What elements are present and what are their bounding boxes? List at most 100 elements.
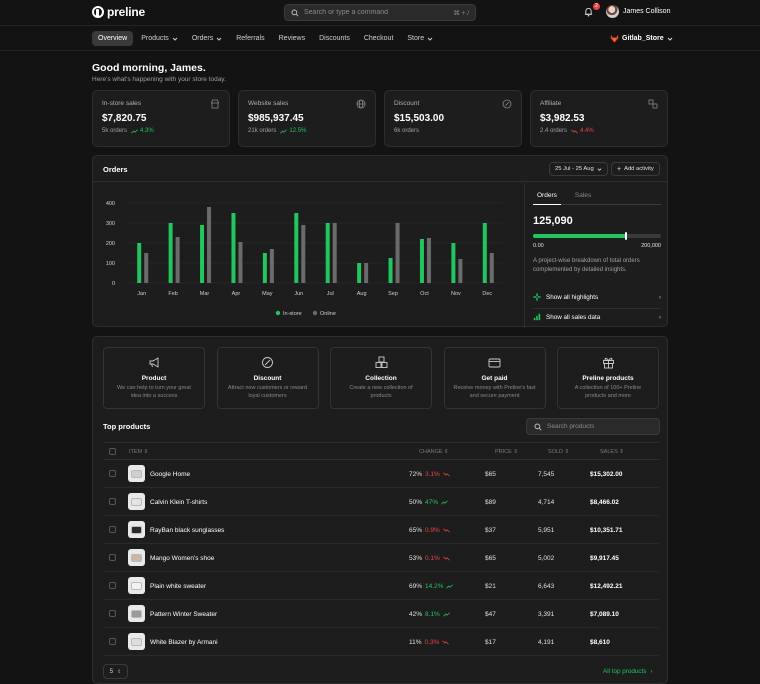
bar-online-sep (395, 223, 400, 283)
collection-icon (331, 356, 431, 371)
product-name[interactable]: RayBan black sunglasses (150, 527, 225, 534)
orders-header: Orders 25 Jul - 25 Aug + Add activity (93, 156, 667, 182)
date-range-button[interactable]: 25 Jul - 25 Aug (549, 162, 608, 176)
row-checkbox[interactable] (109, 498, 116, 505)
nav-item-reviews[interactable]: Reviews (273, 31, 311, 46)
tab-orders[interactable]: Orders (533, 188, 561, 205)
add-activity-button[interactable]: + Add activity (611, 162, 660, 176)
select-all-checkbox[interactable] (109, 448, 116, 455)
user-menu[interactable]: James Collison (606, 5, 670, 18)
table-row[interactable]: Pattern Winter Sweater 42% 8.1% $47 3,391 $7,… (103, 600, 659, 628)
table-header: ITEM ⇕ CHANGE ⇕ PRICE ⇕ SOLD ⇕ SALES ⇕ (103, 442, 659, 460)
product-change: 53% 0.1% (409, 555, 450, 562)
column-price[interactable]: PRICE ⇕ (495, 449, 518, 455)
product-sales: $9,917.45 (590, 555, 619, 562)
bell-icon[interactable] (584, 7, 593, 17)
nav-item-discounts[interactable]: Discounts (313, 31, 356, 46)
row-checkbox[interactable] (109, 554, 116, 561)
discount-icon (218, 356, 318, 371)
quick-action-title: Get paid (481, 375, 508, 382)
trend-up-icon (443, 612, 450, 617)
product-name[interactable]: Pattern Winter Sweater (150, 611, 218, 618)
all-top-products-link[interactable]: All top products › (603, 668, 653, 675)
stat-change-value: 4.3% (140, 128, 154, 134)
add-activity-label: Add activity (624, 166, 654, 172)
nav-item-store[interactable]: Store (401, 31, 439, 46)
product-sold: 5,951 (538, 527, 555, 534)
table-row[interactable]: White Blazer by Armani 11% 0.3% $17 4,191 $8,… (103, 628, 659, 656)
row-checkbox[interactable] (109, 638, 116, 645)
top-bar: preline ⌘ + / 2 James Collison (0, 0, 760, 26)
card-icon (445, 356, 545, 371)
product-sold: 5,002 (538, 555, 555, 562)
change-delta: 3.1% (425, 471, 440, 478)
quick-action-discount[interactable]: Discount Attract new customers or reward … (216, 347, 319, 409)
change-delta: 8.1% (425, 611, 440, 618)
table-row[interactable]: Google Home 72% 3.1% $65 7,545 $15,302.00 (103, 460, 659, 488)
column-change[interactable]: CHANGE ⇕ (419, 449, 449, 455)
nav-item-overview[interactable]: Overview (92, 31, 134, 46)
product-name[interactable]: Mango Women's shoe (150, 555, 215, 562)
bar-in-store-mar (200, 225, 205, 283)
table-row[interactable]: Mango Women's shoe 53% 0.1% $65 5,002 $9,917.… (103, 544, 659, 572)
row-checkbox[interactable] (109, 526, 116, 533)
product-thumbnail (128, 577, 145, 594)
stat-orders: 2.4 orders (540, 128, 568, 134)
bar-online-jun (301, 225, 306, 283)
gift-icon (558, 356, 658, 371)
product-image (131, 526, 142, 534)
chevron-down-icon (597, 167, 602, 171)
trend-up-icon (131, 128, 138, 134)
chevron-down-icon (216, 37, 222, 41)
quick-action-preline-products[interactable]: Preline products A collection of 100+ Pre… (557, 347, 659, 409)
nav-item-referrals[interactable]: Referrals (230, 31, 270, 46)
product-thumbnail (128, 605, 145, 622)
row-checkbox[interactable] (109, 470, 116, 477)
nav-item-orders[interactable]: Orders (186, 31, 228, 46)
product-search-input[interactable] (547, 423, 652, 430)
product-search[interactable] (526, 418, 660, 435)
bar-in-store-nov (451, 243, 456, 283)
table-row[interactable]: Plain white sweater 69% 14.2% $21 6,643 $12,4… (103, 572, 659, 600)
show-sales-data-link[interactable]: Show all sales data › (533, 310, 661, 324)
product-name[interactable]: White Blazer by Armani (150, 639, 218, 646)
nav-item-checkout[interactable]: Checkout (358, 31, 400, 46)
quick-action-desc: A collection of 100+ Preline products an… (574, 385, 642, 399)
product-name[interactable]: Plain white sweater (150, 583, 206, 590)
stat-label: Website sales (248, 100, 289, 107)
command-search[interactable]: ⌘ + / (284, 4, 476, 21)
column-sales[interactable]: SALES ⇕ (600, 449, 624, 455)
tab-sales[interactable]: Sales (574, 192, 592, 199)
row-checkbox[interactable] (109, 582, 116, 589)
product-thumbnail (128, 465, 145, 482)
orders-progress-bar (533, 234, 661, 238)
product-sold: 3,391 (538, 611, 555, 618)
column-sold[interactable]: SOLD ⇕ (548, 449, 570, 455)
product-name[interactable]: Calvin Klein T-shirts (150, 499, 208, 506)
product-name[interactable]: Google Home (150, 471, 191, 478)
notification-badge: 2 (593, 3, 600, 10)
change-percent: 53% (409, 555, 423, 562)
orders-chart: 0 100 200 300 400 Jan Feb Mar Apr May Jun Jul Aug Sep… (93, 183, 523, 328)
greeting-title: Good morning, James. (92, 62, 206, 74)
product-thumbnail (128, 633, 145, 650)
quick-action-product[interactable]: Product We can help to turn your great id… (103, 347, 205, 409)
command-search-input[interactable] (304, 9, 449, 16)
page-size-select[interactable]: 5 ⇕ (103, 664, 128, 679)
nav-item-products[interactable]: Products (135, 31, 184, 46)
bar-in-store-dec (482, 223, 487, 283)
app-logo[interactable]: preline (92, 5, 145, 19)
main-nav: Overview Products Orders Referrals Reviews Di… (0, 26, 760, 51)
store-switcher[interactable]: Gitlab_Store (610, 34, 673, 43)
y-tick-label: 100 (106, 261, 115, 267)
quick-action-get-paid[interactable]: Get paid Receive money with Preline's fas… (443, 347, 546, 409)
divider (533, 308, 661, 309)
table-row[interactable]: RayBan black sunglasses 65% 0.9% $37 5,951 $1… (103, 516, 659, 544)
bar-in-store-jan (137, 243, 142, 283)
stat-change: 4.4% (571, 128, 594, 134)
column-item[interactable]: ITEM ⇕ (129, 449, 149, 455)
row-checkbox[interactable] (109, 610, 116, 617)
quick-action-collection[interactable]: Collection Create a new collection of pro… (330, 347, 432, 409)
table-row[interactable]: Calvin Klein T-shirts 50% 47% $89 4,714 $8,46… (103, 488, 659, 516)
show-highlights-link[interactable]: Show all highlights › (533, 290, 661, 304)
